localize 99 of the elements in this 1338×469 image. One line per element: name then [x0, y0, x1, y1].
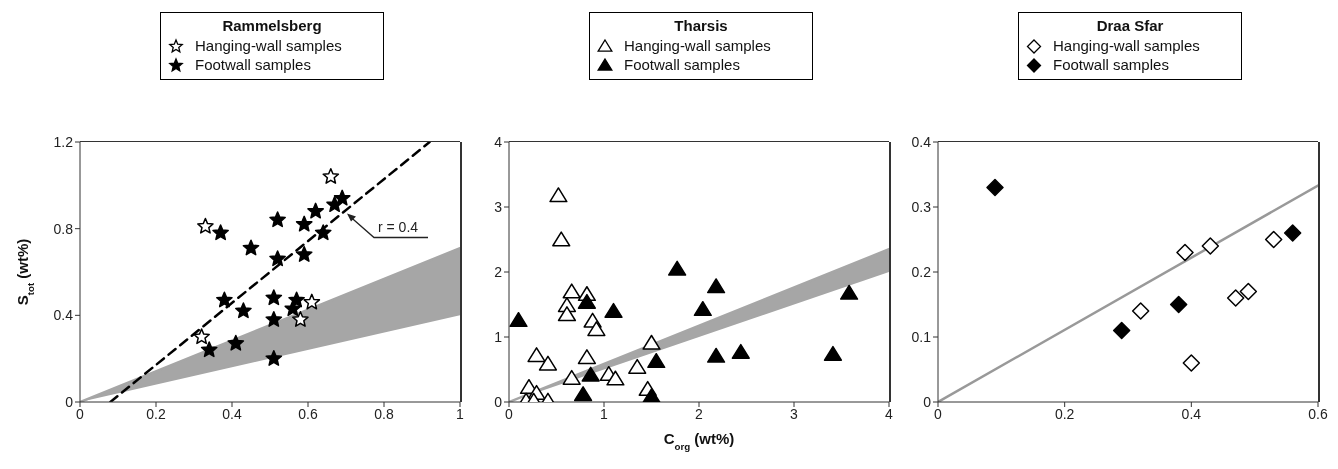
y-tick-label: 1.2 [53, 133, 74, 150]
y-tick-label: 4 [494, 133, 503, 150]
legend-title: Tharsis [673, 17, 729, 34]
point [265, 289, 283, 306]
point [269, 250, 286, 267]
point [284, 300, 302, 317]
point [557, 306, 577, 322]
legend-title: Rammelsberg [221, 17, 323, 34]
point [216, 291, 233, 308]
point [642, 334, 661, 350]
x-tick-label: 0.4 [222, 405, 242, 422]
point [839, 284, 859, 300]
point [628, 358, 647, 374]
legend-label: Hanging-wall samples [195, 36, 342, 55]
point [549, 187, 568, 203]
point [587, 321, 606, 337]
x-tick-label: 0 [76, 405, 85, 422]
point [193, 328, 210, 345]
annotation: r = 0.4 [378, 218, 419, 235]
point [265, 349, 283, 366]
point [1131, 302, 1150, 320]
point [606, 370, 625, 386]
legend-label: Footwall samples [1053, 55, 1169, 74]
x-tick-label: 1 [456, 405, 465, 422]
point [706, 278, 726, 294]
legend-label: Hanging-wall samples [624, 36, 771, 55]
point [538, 355, 558, 371]
point [265, 310, 283, 327]
point [307, 202, 324, 219]
point [1283, 224, 1302, 242]
point [642, 388, 661, 402]
x-tick-label: 0.8 [374, 405, 394, 422]
point [573, 386, 593, 402]
x-tick-label: 4 [885, 405, 894, 422]
point [647, 352, 666, 369]
point [227, 334, 245, 351]
point [577, 349, 597, 365]
y-tick-label: 0.1 [911, 328, 932, 345]
point [235, 302, 252, 319]
x-tick-label: 0 [505, 405, 514, 422]
point [197, 217, 214, 234]
y-tick-label: 1 [494, 328, 503, 345]
x-tick-label: 0.6 [1308, 405, 1328, 422]
point [1169, 295, 1188, 314]
point [1201, 237, 1220, 255]
x-tick-label: 3 [790, 405, 799, 422]
point [581, 366, 600, 382]
y-tick-label: 0.2 [911, 263, 932, 280]
y-tick-label: 0 [65, 393, 74, 410]
y-tick-label: 0.3 [911, 198, 932, 215]
point [509, 312, 528, 328]
point [1264, 230, 1283, 249]
x-tick-label: 2 [695, 405, 704, 422]
point [295, 215, 313, 232]
legend-title: Draa Sfar [1095, 17, 1165, 34]
point [562, 283, 581, 299]
x-tick-label: 0.4 [1181, 405, 1202, 422]
point [1176, 243, 1194, 262]
x-tick-label: 0.2 [1054, 405, 1075, 422]
point [333, 189, 351, 206]
point [823, 345, 843, 361]
x-axis-title: C$_{org}$ (wt%) [663, 430, 735, 452]
x-tick-label: 1 [600, 405, 609, 422]
y-tick-label: 0.4 [911, 133, 932, 150]
point [668, 260, 687, 276]
point [986, 178, 1004, 197]
x-tick-label: 0.6 [298, 405, 318, 422]
point [200, 341, 218, 358]
point [1226, 289, 1245, 307]
legend-label: Hanging-wall samples [1053, 36, 1200, 55]
point [706, 347, 726, 363]
point [1239, 282, 1258, 301]
point [212, 224, 229, 241]
point [552, 231, 571, 247]
y-tick-label: 0 [494, 393, 503, 410]
x-tick-label: 0 [934, 405, 943, 422]
point [577, 293, 597, 309]
y-tick-label: 3 [494, 198, 503, 215]
point [731, 343, 750, 359]
legend-label: Footwall samples [195, 55, 311, 74]
point [693, 300, 712, 317]
point [527, 347, 546, 363]
point [562, 369, 581, 385]
point [242, 239, 260, 256]
point [1182, 354, 1201, 372]
point [295, 245, 313, 262]
y-tick-label: 0 [923, 393, 932, 410]
x-tick-label: 0.2 [146, 405, 166, 422]
point [269, 211, 286, 228]
point [604, 302, 623, 318]
y-tick-label: 2 [494, 263, 503, 280]
point [292, 310, 309, 327]
legend-label: Footwall samples [624, 55, 740, 74]
y-tick-label: 0.8 [53, 220, 74, 237]
point [322, 167, 340, 184]
point [1112, 321, 1131, 340]
point [314, 224, 332, 241]
y-tick-label: 0.4 [53, 307, 74, 324]
point [303, 293, 321, 310]
